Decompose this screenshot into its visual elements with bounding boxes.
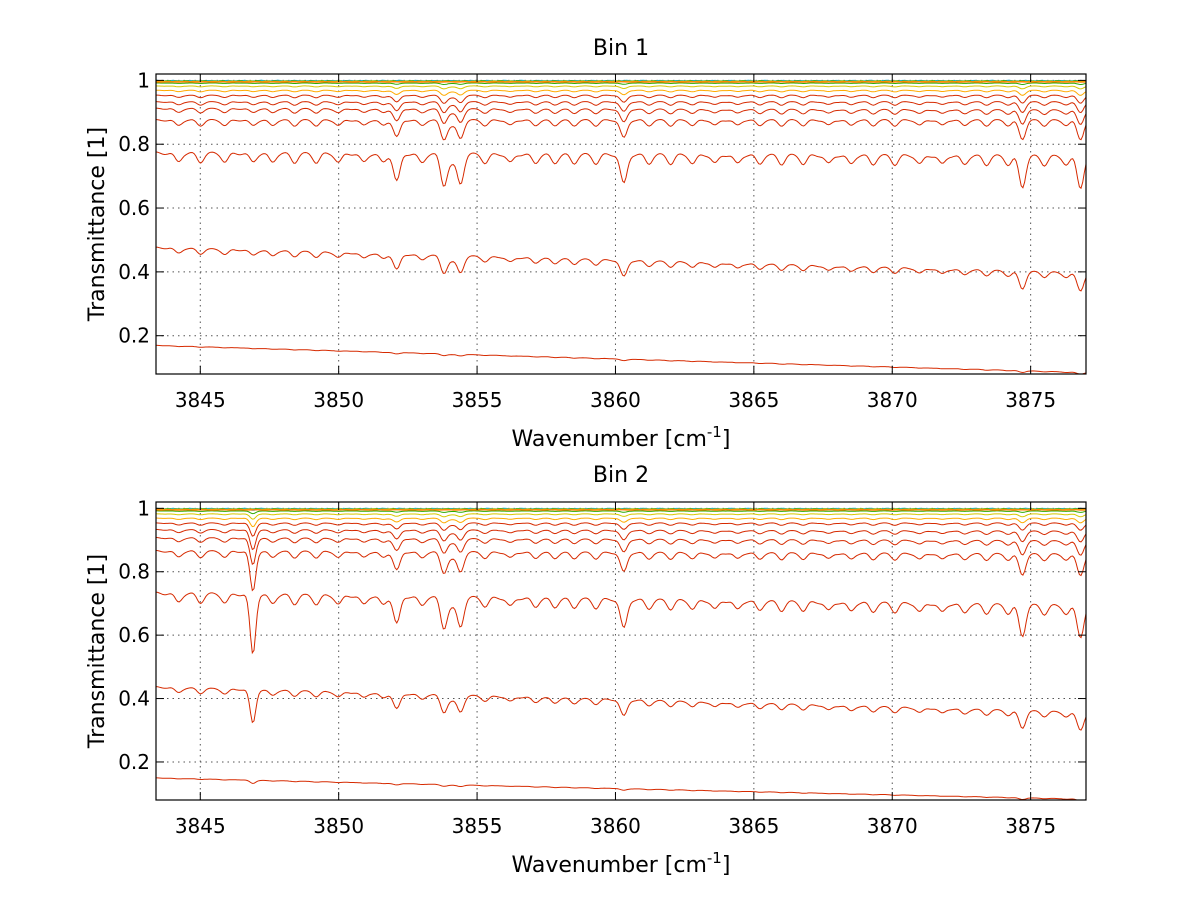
spectra-group [156, 507, 1086, 800]
chart-title: Bin 2 [593, 463, 649, 488]
x-tick-label: 3875 [1005, 388, 1056, 412]
axes-frame [155, 73, 1087, 375]
spectrum-line [156, 777, 1086, 800]
spectrum-line [156, 513, 1086, 520]
y-axis-label: Transmittance [1] [85, 554, 110, 749]
y-axis-label: Transmittance [1] [85, 127, 110, 322]
y-tick-label: 0.2 [118, 750, 150, 774]
y-tick-label: 0.8 [118, 132, 150, 156]
spectrum-line [156, 536, 1086, 566]
x-tick-label: 3860 [590, 814, 641, 838]
spectrum-line [156, 118, 1086, 141]
y-tick-label: 0.8 [118, 560, 150, 584]
x-tick-label: 3865 [728, 388, 779, 412]
x-tick-label: 3850 [313, 388, 364, 412]
unity-trace [156, 508, 1086, 511]
y-tick-label: 1 [137, 68, 150, 92]
spectrum-line [156, 94, 1086, 104]
spectrum-line [156, 107, 1086, 126]
x-tick-label: 3870 [867, 388, 918, 412]
y-tick-label: 0.6 [118, 196, 150, 220]
x-tick-label: 3860 [590, 388, 641, 412]
x-tick-label: 3850 [313, 814, 364, 838]
spectrum-line [156, 89, 1086, 96]
spectrum-line [156, 549, 1086, 592]
spectrum-line [156, 517, 1086, 528]
spectrum-line [156, 151, 1086, 190]
spectrum-line [156, 510, 1086, 515]
x-tick-label: 3855 [452, 814, 503, 838]
spectrum-line [156, 246, 1086, 292]
x-tick-label: 3865 [728, 814, 779, 838]
chart-bin-2: 3845 3850 3855 3860 3865 3870 3875 0.2 0.4 0.6 0.8… [85, 463, 1087, 878]
chart-bin-1: 3845 3850 3855 3860 3865 3870 3875 0.2 0.4 0.6 0.8… [85, 36, 1087, 452]
x-axis-label: Wavenumber [cm-1] [512, 849, 731, 878]
axes-frame [155, 501, 1087, 801]
spectrum-line [156, 101, 1086, 114]
x-axis-label: Wavenumber [cm-1] [512, 423, 731, 452]
spectrum-line [156, 686, 1086, 731]
y-tick-label: 0.2 [118, 324, 150, 348]
spectrum-line [156, 82, 1086, 86]
spectrum-line [156, 85, 1086, 90]
spectrum-line [156, 528, 1086, 551]
spectrum-line [156, 522, 1086, 537]
x-tick-label: 3845 [175, 814, 226, 838]
y-tick-label: 0.4 [118, 260, 150, 284]
y-tick-label: 0.6 [118, 623, 150, 647]
x-tick-label: 3855 [452, 388, 503, 412]
spectrum-line [156, 591, 1086, 655]
spectra-group [156, 79, 1086, 374]
x-tick-label: 3845 [175, 388, 226, 412]
y-tick-label: 1 [137, 496, 150, 520]
x-tick-label: 3870 [867, 814, 918, 838]
spectrum-line [156, 344, 1086, 374]
chart-title: Bin 1 [593, 36, 649, 61]
x-tick-label: 3875 [1005, 814, 1056, 838]
y-tick-label: 0.4 [118, 687, 150, 711]
